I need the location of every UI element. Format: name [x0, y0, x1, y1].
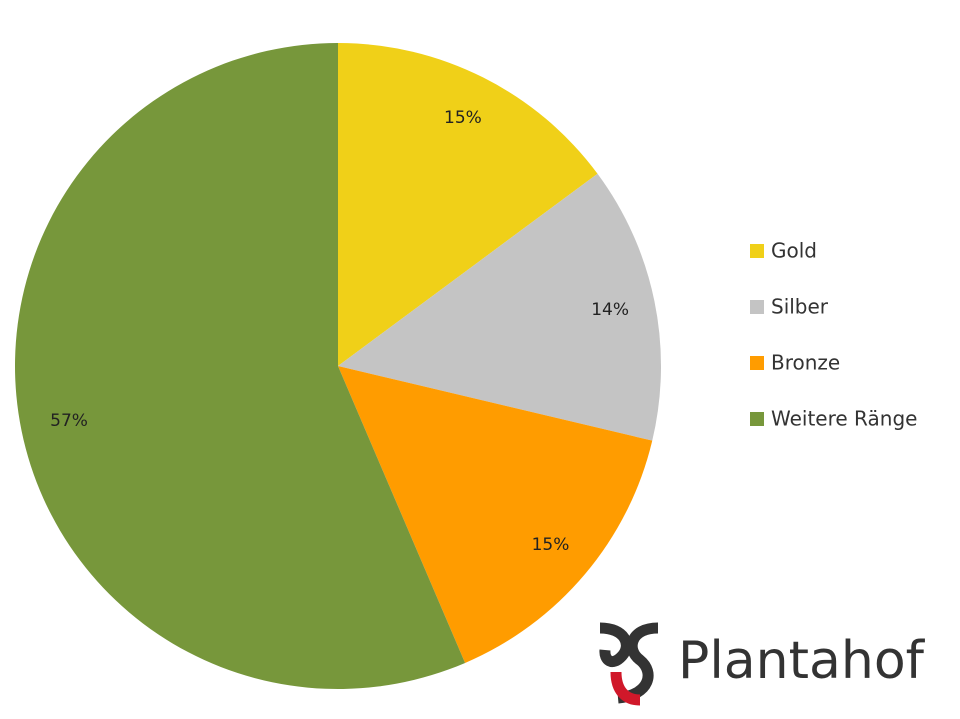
legend-swatch [750, 300, 764, 314]
legend-swatch [750, 356, 764, 370]
data-label: 15% [444, 108, 482, 128]
logo-mark [610, 671, 641, 706]
data-label: 14% [591, 300, 629, 320]
pie-slice [338, 366, 653, 663]
pie-slice [14, 43, 466, 689]
logo-mark [617, 622, 659, 704]
legend-label: Silber [771, 295, 829, 319]
logo-mark [599, 622, 632, 668]
legend-label: Gold [771, 239, 817, 263]
legend-label: Weitere Ränge [771, 407, 917, 431]
logo-text: Plantahof [678, 631, 926, 691]
data-label: 15% [532, 535, 570, 555]
data-label: 57% [50, 411, 88, 431]
legend-swatch [750, 244, 764, 258]
pie-slice [338, 173, 661, 441]
legend-label: Bronze [771, 351, 840, 375]
logo: Plantahof [599, 622, 926, 706]
pie-slice [338, 43, 598, 366]
legend-swatch [750, 412, 764, 426]
